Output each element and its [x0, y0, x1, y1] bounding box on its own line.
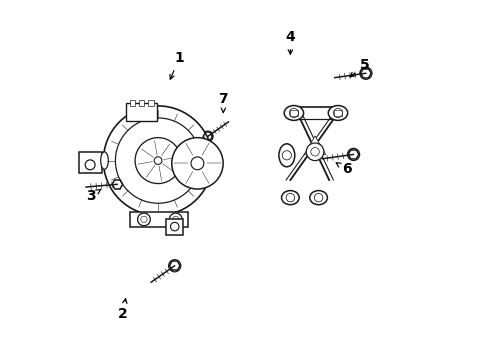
Ellipse shape [284, 105, 303, 120]
FancyBboxPatch shape [126, 103, 157, 121]
Ellipse shape [101, 152, 108, 169]
Text: 7: 7 [218, 92, 228, 112]
Text: 2: 2 [118, 299, 127, 321]
Ellipse shape [281, 190, 299, 205]
FancyBboxPatch shape [139, 100, 144, 106]
Text: 5: 5 [349, 58, 368, 77]
FancyBboxPatch shape [148, 100, 153, 106]
Polygon shape [166, 219, 183, 235]
Text: 3: 3 [86, 189, 101, 203]
Polygon shape [304, 136, 325, 154]
Circle shape [171, 138, 223, 189]
FancyBboxPatch shape [129, 100, 135, 106]
Polygon shape [130, 212, 187, 227]
Circle shape [103, 106, 212, 215]
Circle shape [135, 138, 181, 184]
Text: 1: 1 [170, 51, 183, 79]
Circle shape [305, 143, 323, 161]
Ellipse shape [309, 190, 327, 205]
Text: 4: 4 [285, 30, 295, 54]
Polygon shape [79, 152, 102, 173]
Ellipse shape [327, 105, 347, 120]
Ellipse shape [278, 144, 294, 167]
Text: 6: 6 [335, 162, 351, 176]
